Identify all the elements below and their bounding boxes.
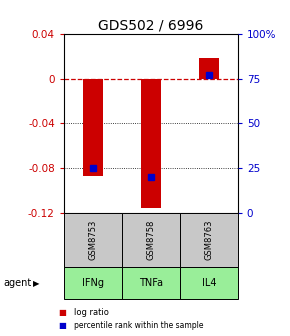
Text: TNFa: TNFa — [139, 278, 163, 288]
Text: ▶: ▶ — [33, 279, 40, 288]
Bar — [180, 267, 238, 299]
Bar — [64, 267, 122, 299]
Text: log ratio: log ratio — [74, 308, 109, 317]
Text: ■: ■ — [58, 308, 66, 317]
Text: GSM8758: GSM8758 — [146, 220, 155, 260]
Text: GSM8763: GSM8763 — [204, 220, 213, 260]
Bar — [122, 213, 180, 267]
Text: GSM8753: GSM8753 — [88, 220, 97, 260]
Title: GDS502 / 6996: GDS502 / 6996 — [98, 18, 204, 33]
Text: percentile rank within the sample: percentile rank within the sample — [74, 322, 204, 330]
Text: agent: agent — [3, 278, 31, 288]
Bar — [141, 79, 161, 208]
Bar — [122, 267, 180, 299]
Text: IFNg: IFNg — [82, 278, 104, 288]
Bar — [199, 58, 219, 79]
Bar — [180, 213, 238, 267]
Bar — [64, 213, 122, 267]
Text: IL4: IL4 — [202, 278, 216, 288]
Text: ■: ■ — [58, 322, 66, 330]
Bar — [83, 79, 103, 176]
